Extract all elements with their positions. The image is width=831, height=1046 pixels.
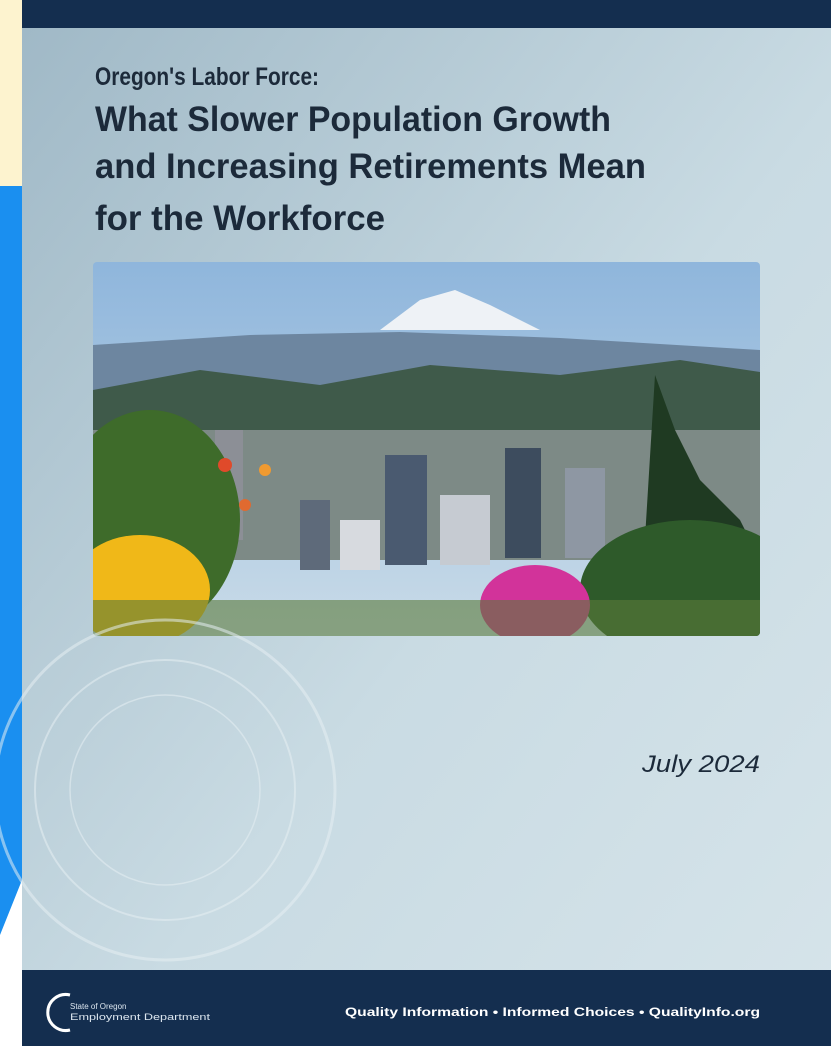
logo-text: State of Oregon <box>70 1002 126 1011</box>
footer-tagline: Quality Information • Informed Choices •… <box>345 1005 760 1019</box>
cover-photo <box>60 262 800 660</box>
side-background <box>0 186 22 935</box>
cover-title-line: and Increasing Retirements Mean <box>95 147 646 186</box>
top-bar <box>22 0 831 28</box>
corner-background <box>0 0 22 186</box>
report-cover-page: Oregon's Labor Force: What Slower Popula… <box>0 0 831 1046</box>
cover-title-line: for the Workforce <box>95 199 385 238</box>
publication-date: July 2024 <box>641 751 760 778</box>
cover-subtitle: Oregon's Labor Force: <box>95 63 319 91</box>
logo-text: Employment Department <box>70 1012 211 1022</box>
cover-title-line: What Slower Population Growth <box>95 100 611 139</box>
